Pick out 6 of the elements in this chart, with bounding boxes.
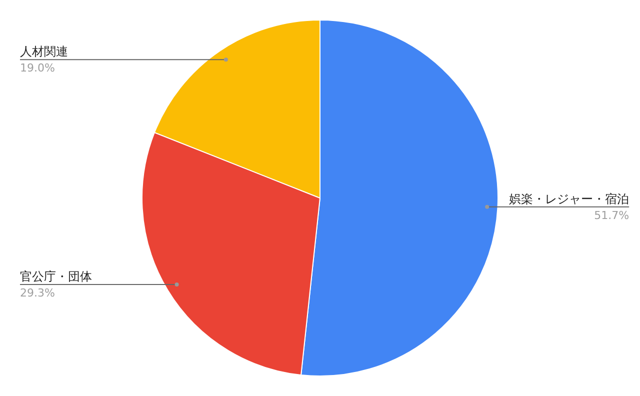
- slice-label: 人材関連: [20, 44, 68, 59]
- data-label: 19.0%: [20, 62, 55, 75]
- data-label: 51.7%: [594, 208, 630, 222]
- slice-label: 官公庁・団体: [20, 270, 92, 284]
- slice-label: 娯楽・レジャー・宿泊: [509, 192, 630, 206]
- data-label: 29.3%: [20, 286, 55, 300]
